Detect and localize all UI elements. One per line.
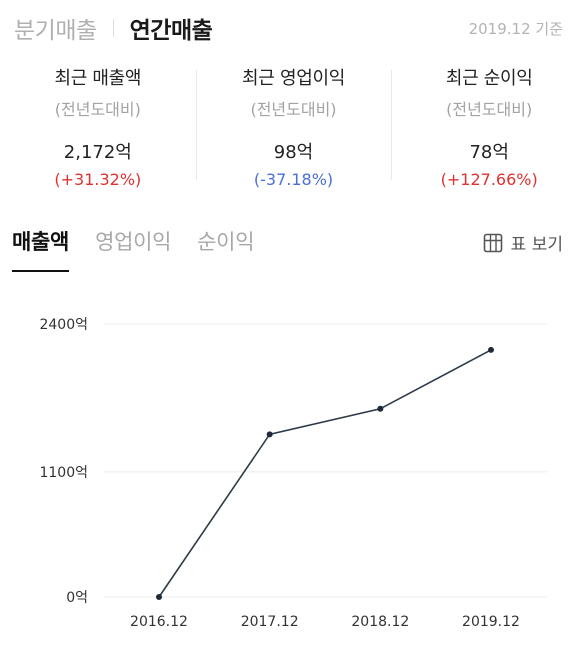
summary-change: (+31.32%) (54, 170, 142, 189)
summary-net-income: 최근 순이익 (전년도대비) 78억 (+127.66%) (391, 58, 587, 189)
x-tick-label: 2019.12 (462, 614, 520, 630)
table-view-button[interactable]: 표 보기 (483, 230, 563, 255)
series-line (158, 349, 492, 598)
data-point[interactable] (488, 346, 494, 353)
table-grid-icon (483, 233, 502, 252)
summary-label: 최근 영업이익 (242, 68, 345, 89)
tab-net-income[interactable]: 순이익 (197, 230, 255, 254)
metric-tabs: 매출액 영업이익 순이익 표 보기 (12, 226, 563, 276)
tab-revenue[interactable]: 매출액 (12, 226, 69, 272)
base-date: 2019.12 기준 (468, 19, 563, 38)
tab-annual-sales[interactable]: 연간매출 (129, 18, 213, 44)
summary-sub: (전년도대비) (250, 100, 337, 119)
data-point[interactable] (377, 405, 384, 412)
x-tick-label: 2017.12 (241, 614, 299, 630)
chart-gridlines (104, 323, 547, 598)
data-point[interactable] (156, 594, 162, 600)
summary-sub: (전년도대비) (54, 100, 141, 119)
summary-change: (+127.66%) (440, 170, 538, 189)
x-axis-ticks: 2016.12 2017.12 2018.12 2019.12 (130, 614, 520, 630)
period-header: 분기매출 연간매출 2019.12 기준 (14, 10, 563, 46)
table-view-label: 표 보기 (510, 235, 563, 255)
y-tick-label: 2400억 (39, 317, 88, 333)
chart-series (156, 346, 494, 600)
x-tick-label: 2016.12 (130, 614, 188, 630)
revenue-line-chart: 0억 1100억 2400억 2016.12 2017.12 2018.12 2019.1… (39, 317, 547, 630)
tab-operating-profit[interactable]: 영업이익 (95, 230, 172, 254)
summary-sub: (전년도대비) (446, 100, 533, 119)
summary-value: 98억 (273, 142, 314, 163)
summary-panel: 최근 매출액 (전년도대비) 2,172억 (+31.32%) 최근 영업이익 … (0, 58, 587, 189)
summary-label: 최근 매출액 (54, 68, 142, 89)
tab-quarterly-sales[interactable]: 분기매출 (14, 18, 97, 44)
y-tick-label: 0억 (66, 590, 88, 606)
tab-divider (112, 19, 114, 37)
x-tick-label: 2018.12 (351, 614, 409, 630)
summary-revenue: 최근 매출액 (전년도대비) 2,172억 (+31.32%) (0, 58, 196, 189)
summary-change: (-37.18%) (253, 170, 334, 189)
summary-label: 최근 순이익 (445, 68, 533, 89)
summary-value: 2,172억 (63, 142, 132, 163)
summary-value: 78억 (469, 142, 509, 163)
summary-operating-profit: 최근 영업이익 (전년도대비) 98억 (-37.18%) (195, 58, 392, 189)
y-axis-ticks: 0억 1100억 2400억 (39, 317, 88, 606)
y-tick-label: 1100억 (39, 465, 88, 481)
data-point[interactable] (266, 431, 273, 438)
